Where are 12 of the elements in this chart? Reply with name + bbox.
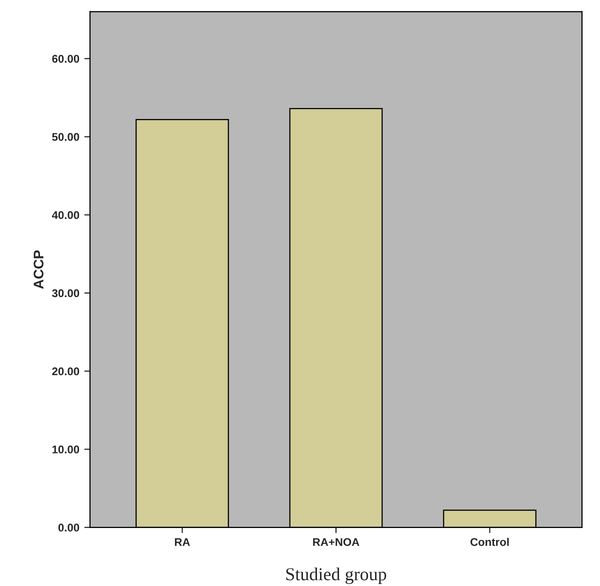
x-tick-label: Control <box>470 538 509 546</box>
y-tick-label: 0.00 <box>58 524 80 532</box>
y-tick-label: 50.00 <box>52 133 80 141</box>
x-axis-title: Studied group <box>286 568 386 584</box>
y-tick-label: 10.00 <box>52 446 80 454</box>
x-tick-label: RA <box>174 538 190 546</box>
y-tick-label: 60.00 <box>52 54 80 63</box>
y-axis-title: ACCP <box>34 250 44 289</box>
y-tick-label: 30.00 <box>52 289 80 298</box>
y-tick-label: 40.00 <box>52 211 80 219</box>
y-tick-label: 20.00 <box>52 367 80 376</box>
x-tick-label: RA+NOA <box>313 538 360 546</box>
